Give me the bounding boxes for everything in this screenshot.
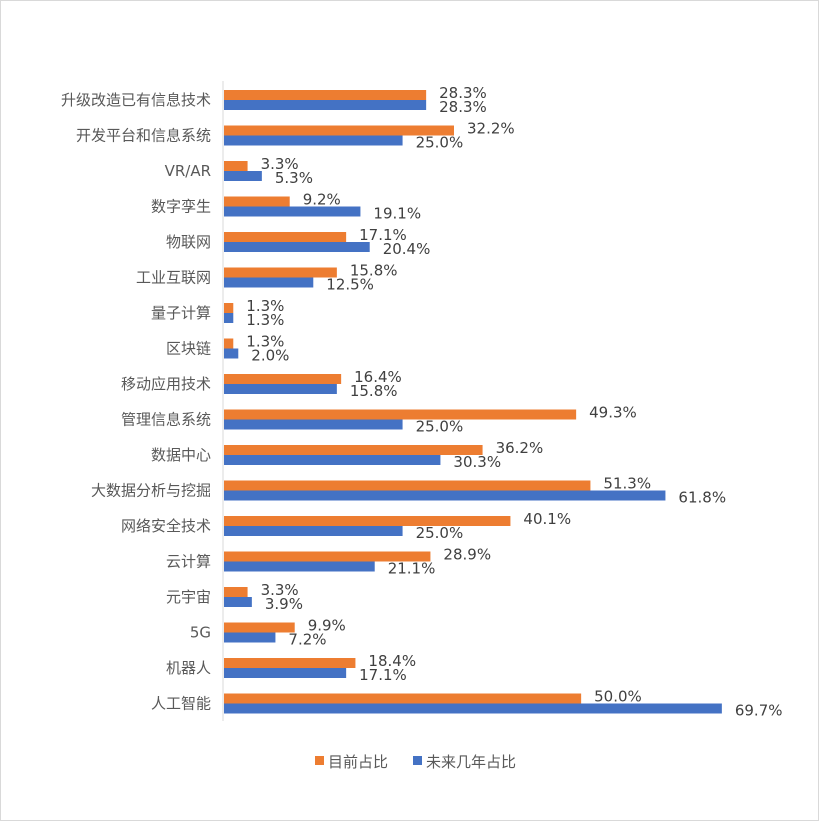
data-label-series-1: 15.8% — [350, 382, 398, 400]
data-label-series-1: 17.1% — [359, 666, 407, 684]
data-label-series-1: 25.0% — [416, 134, 464, 152]
legend-swatch-series-1 — [413, 756, 422, 765]
data-label-series-1: 19.1% — [373, 205, 421, 223]
bar-series-1 — [224, 632, 276, 643]
category-label: 量子计算 — [151, 304, 211, 322]
data-label-series-0: 15.8% — [350, 262, 398, 280]
labels-layer: 升级改造已有信息技术 28.3%28.3%开发平台和信息系统 32.2%25.0%V… — [61, 84, 783, 720]
bar-series-0 — [224, 622, 295, 633]
data-label-series-0: 1.3% — [246, 297, 284, 315]
data-label-series-1: 2.0% — [251, 347, 289, 365]
data-label-series-1: 1.3% — [246, 311, 284, 329]
bar-series-1 — [224, 277, 314, 288]
bar-series-1 — [224, 526, 403, 536]
bar-series-1 — [224, 206, 361, 217]
data-label-series-0: 9.2% — [303, 191, 341, 209]
data-label-series-1: 28.3% — [439, 98, 487, 116]
category-label: 开发平台和信息系统 — [76, 127, 211, 145]
category-label: 物联网 — [166, 233, 211, 251]
bar-series-0 — [224, 551, 431, 562]
category-label: 工业互联网 — [136, 269, 211, 287]
data-label-series-0: 3.3% — [261, 581, 299, 599]
data-label-series-1: 5.3% — [275, 169, 313, 187]
bar-series-1 — [224, 100, 427, 110]
category-label: 区块链 — [166, 340, 211, 358]
category-label: 云计算 — [166, 553, 211, 571]
data-label-series-0: 28.3% — [439, 84, 487, 102]
bar-series-0 — [224, 693, 582, 704]
bar-series-1 — [224, 348, 239, 359]
legend-label-series-1: 未来几年占比 — [426, 753, 516, 771]
bar-series-0 — [224, 161, 248, 171]
data-label-series-0: 17.1% — [359, 226, 407, 244]
legend-label-series-0: 目前占比 — [328, 753, 388, 771]
bar-series-1 — [224, 135, 403, 146]
bar-series-1 — [224, 561, 375, 572]
bar-series-1 — [224, 242, 370, 252]
data-label-series-0: 40.1% — [523, 510, 571, 528]
bar-series-0 — [224, 516, 511, 526]
bar-series-1 — [224, 597, 252, 607]
category-label: VR/AR — [165, 162, 211, 180]
bar-series-1 — [224, 384, 337, 394]
data-label-series-1: 12.5% — [326, 276, 374, 294]
bar-series-1 — [224, 171, 262, 181]
category-label: 人工智能 — [151, 695, 211, 713]
bar-series-0 — [224, 587, 248, 597]
data-label-series-0: 9.9% — [308, 617, 346, 635]
data-label-series-0: 1.3% — [246, 333, 284, 351]
bar-series-0 — [224, 374, 342, 384]
data-label-series-0: 36.2% — [496, 439, 544, 457]
data-label-series-1: 20.4% — [383, 240, 431, 258]
bar-series-1 — [224, 490, 666, 501]
data-label-series-1: 21.1% — [388, 560, 436, 578]
bar-series-0 — [224, 90, 427, 100]
bar-series-0 — [224, 303, 234, 313]
bar-series-1 — [224, 703, 722, 714]
bar-series-1 — [224, 313, 234, 323]
data-label-series-1: 3.9% — [265, 595, 303, 613]
category-label: 网络安全技术 — [121, 517, 211, 535]
bar-series-0 — [224, 267, 337, 278]
category-label: 数据中心 — [151, 446, 211, 464]
bar-series-0 — [224, 196, 290, 207]
data-label-series-1: 69.7% — [735, 702, 783, 720]
data-label-series-1: 25.0% — [416, 418, 464, 436]
data-label-series-0: 49.3% — [589, 404, 637, 422]
bar-series-0 — [224, 232, 347, 242]
category-label: 升级改造已有信息技术 — [61, 91, 211, 109]
category-label: 数字孪生 — [151, 198, 211, 216]
category-label: 5G — [190, 624, 211, 642]
category-label: 大数据分析与挖掘 — [91, 482, 211, 500]
data-label-series-1: 7.2% — [288, 631, 326, 649]
bar-series-1 — [224, 455, 441, 465]
data-label-series-0: 18.4% — [368, 652, 416, 670]
category-label: 移动应用技术 — [121, 375, 211, 393]
data-label-series-0: 32.2% — [467, 120, 515, 138]
legend: 目前占比 未来几年占比 — [315, 753, 516, 771]
bar-series-0 — [224, 658, 356, 668]
bars-layer — [224, 90, 722, 714]
data-label-series-0: 28.9% — [443, 546, 491, 564]
category-label: 机器人 — [166, 659, 211, 677]
data-label-series-1: 30.3% — [453, 453, 501, 471]
data-label-series-0: 16.4% — [354, 368, 402, 386]
data-label-series-1: 61.8% — [678, 489, 726, 507]
data-label-series-0: 50.0% — [594, 688, 642, 706]
data-label-series-0: 51.3% — [603, 475, 651, 493]
bar-series-0 — [224, 445, 483, 455]
category-label: 元宇宙 — [166, 588, 211, 606]
bar-series-0 — [224, 409, 577, 420]
category-label: 管理信息系统 — [121, 411, 211, 429]
bar-series-1 — [224, 668, 347, 678]
data-label-series-1: 25.0% — [416, 524, 464, 542]
bar-series-1 — [224, 419, 403, 430]
bar-series-0 — [224, 125, 454, 136]
data-label-series-0: 3.3% — [261, 155, 299, 173]
bar-series-0 — [224, 480, 591, 491]
legend-swatch-series-0 — [315, 756, 324, 765]
bar-series-0 — [224, 338, 234, 349]
